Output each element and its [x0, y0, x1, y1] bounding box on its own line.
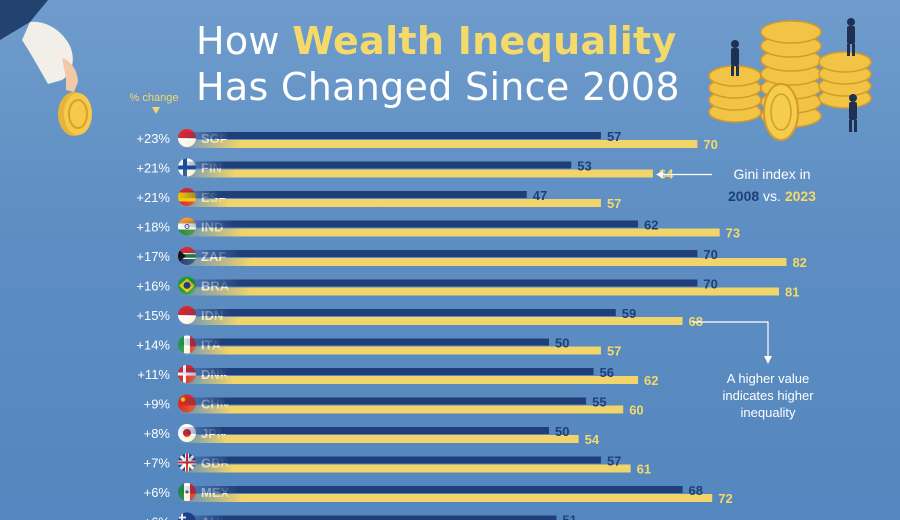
value-label-2023: 70: [703, 137, 717, 152]
bar-2008: [178, 397, 587, 405]
pct-change-label: +18%: [136, 220, 170, 235]
value-label-2023: 54: [585, 432, 600, 447]
value-label-2008: 50: [555, 336, 569, 351]
pct-change-label: +21%: [136, 161, 170, 176]
pct-change-label: +6%: [144, 515, 171, 520]
pct-change-label: +7%: [144, 456, 171, 471]
value-label-2023: 81: [785, 285, 799, 300]
legend-year-2008: 2008: [728, 188, 760, 204]
value-label-2023: 82: [792, 255, 806, 270]
legend-vs: vs.: [759, 188, 785, 204]
title-line2: Has Changed Since 2008: [196, 65, 680, 109]
bar-2008: [178, 279, 698, 287]
bar-2023: [178, 287, 780, 296]
value-label-2008: 56: [600, 365, 614, 380]
pct-change-label: +14%: [136, 338, 170, 353]
value-label-2023: 57: [607, 196, 621, 211]
bar-2023: [178, 228, 720, 237]
value-label-2023: 61: [637, 462, 651, 477]
pct-change-header: % change: [129, 92, 179, 104]
bar-2008: [178, 309, 616, 316]
pct-change-label: +21%: [136, 190, 170, 205]
bar-2008: [178, 515, 557, 520]
bar-2023: [178, 258, 787, 266]
note-pointer-line: [692, 321, 769, 358]
value-label-2008: 57: [607, 129, 621, 144]
hand-coin-illustration: [0, 0, 92, 136]
pct-change-arrow-icon: [152, 107, 160, 114]
bar-2008: [178, 132, 601, 139]
bar-2008: [178, 191, 527, 198]
bar-2008: [178, 338, 549, 346]
inequality-note: A higher value indicates higher inequali…: [722, 371, 814, 420]
bar-2008: [178, 486, 683, 493]
pct-change-label: +9%: [144, 397, 171, 412]
value-label-2008: 47: [533, 188, 547, 203]
bar-2008: [178, 456, 601, 464]
bar-2008: [178, 427, 549, 434]
value-label-2023: 72: [718, 491, 732, 506]
value-label-2008: 68: [689, 483, 703, 498]
value-label-2008: 53: [577, 159, 591, 174]
value-label-2008: 57: [607, 454, 621, 469]
legend-pointer-arrow-icon: [656, 171, 663, 178]
bar-2023: [178, 199, 601, 207]
value-label-2008: 59: [622, 306, 636, 321]
value-label-2008: 70: [703, 277, 717, 292]
bar-2023: [178, 376, 639, 384]
pct-change-label: +8%: [144, 426, 171, 441]
bar-2008: [178, 250, 698, 257]
value-label-2023: 73: [726, 226, 740, 241]
bar-2008: [178, 220, 639, 228]
value-label-2023: 62: [644, 373, 658, 388]
pct-change-label: +23%: [136, 131, 170, 146]
chart-title: How Wealth Inequality Has Changed Since …: [196, 18, 680, 110]
bar-2023: [178, 140, 698, 148]
value-label-2023: 57: [607, 344, 621, 359]
bar-2023: [178, 346, 601, 355]
value-label-2008: 51: [562, 513, 576, 520]
bar-2023: [178, 317, 683, 325]
pct-change-label: +16%: [136, 279, 170, 294]
pct-change-label: +11%: [137, 367, 170, 382]
bar-2023: [178, 169, 653, 178]
bar-2023: [178, 494, 713, 502]
bar-2023: [178, 464, 631, 473]
pct-change-label: +6%: [144, 485, 171, 500]
pct-change-label: +17%: [136, 249, 170, 264]
coin-stacks-illustration: [708, 18, 872, 141]
title-prefix: How: [196, 19, 293, 63]
value-label-2008: 50: [555, 424, 569, 439]
bar-2023: [178, 435, 579, 443]
pct-change-label: +15%: [136, 308, 170, 323]
legend-year-2023: 2023: [784, 188, 816, 204]
value-label-2008: 55: [592, 395, 606, 410]
value-label-2008: 70: [703, 247, 717, 262]
legend-line1: Gini index in: [733, 166, 811, 182]
value-label-2023: 60: [629, 403, 643, 418]
bar-2008: [178, 368, 594, 375]
note-pointer-arrow-icon: [764, 356, 772, 364]
value-label-2008: 62: [644, 218, 658, 233]
legend: Gini index in 2008 vs. 2023: [712, 163, 832, 207]
bar-2008: [178, 161, 572, 169]
title-highlight: Wealth Inequality: [292, 19, 677, 63]
bar-2023: [178, 405, 624, 414]
